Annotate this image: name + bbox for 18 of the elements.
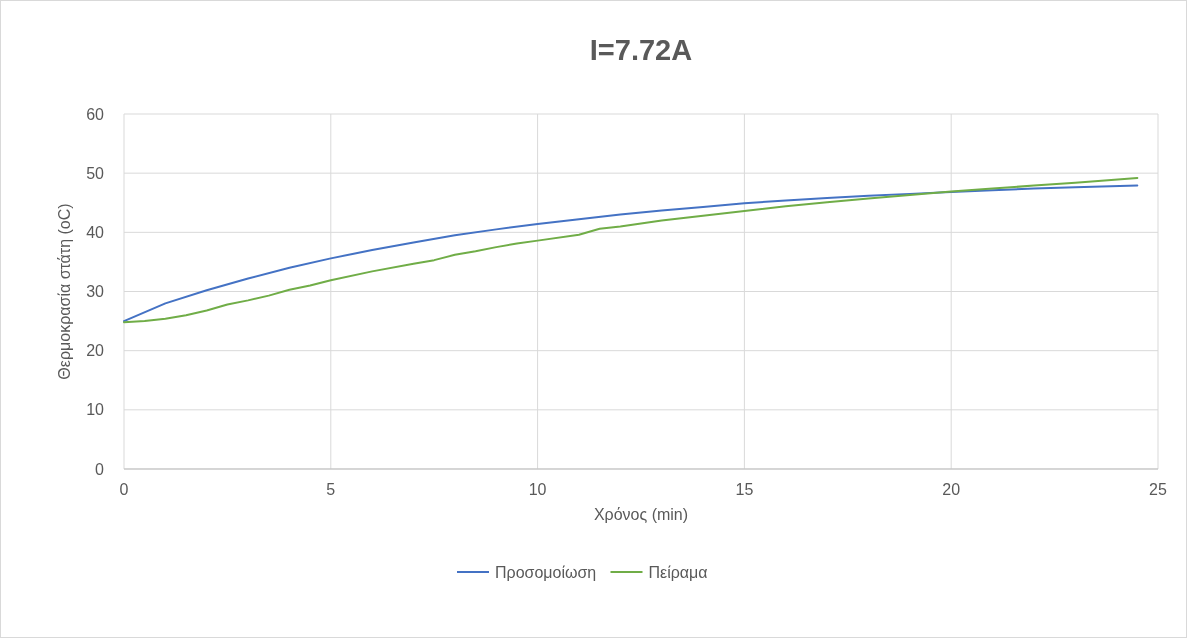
x-tick-label: 15 — [735, 481, 754, 498]
y-tick-label: 60 — [86, 105, 105, 123]
y-tick-label: 40 — [86, 223, 105, 241]
x-tick-label: 5 — [326, 481, 336, 498]
y-tick-label: 30 — [86, 283, 105, 301]
x-tick-label: 25 — [1149, 481, 1167, 498]
chart-title: I=7.72A — [589, 34, 693, 66]
y-tick-label: 0 — [95, 460, 105, 478]
legend-label: Πείραμα — [648, 563, 708, 581]
x-tick-label: 0 — [119, 481, 129, 498]
legend-label: Προσομοίωση — [495, 563, 597, 581]
x-tick-label: 20 — [942, 481, 961, 498]
y-tick-label: 20 — [86, 342, 105, 360]
y-tick-label: 10 — [86, 401, 105, 419]
x-tick-label: 10 — [528, 481, 547, 498]
x-axis-title: Χρόνος (min) — [593, 506, 689, 523]
y-axis-title: Θερμοκρασία στάτη (oC) — [56, 203, 73, 380]
y-tick-label: 50 — [86, 164, 105, 182]
